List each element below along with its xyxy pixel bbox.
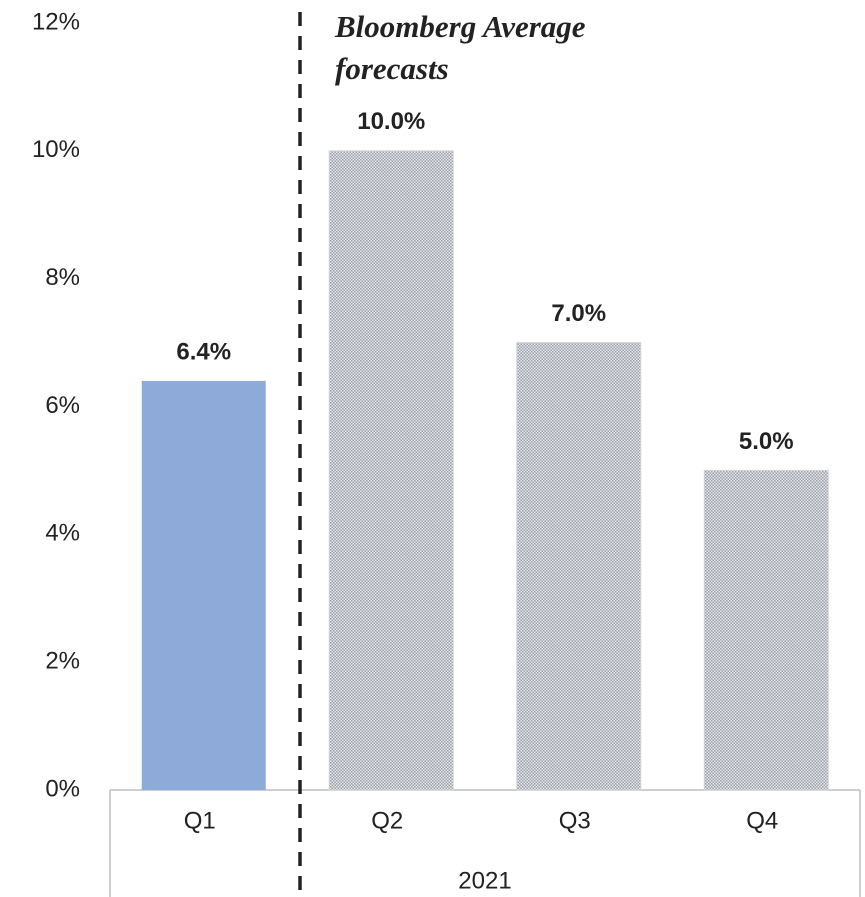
value-label: 7.0% [551,300,606,327]
value-label: 6.4% [176,338,231,365]
x-tick-label: Q1 [184,807,216,834]
y-tick-label: 0% [45,775,80,802]
y-tick-label: 12% [32,8,80,35]
y-tick-label: 8% [45,264,80,291]
bar [516,342,642,791]
bar [141,380,266,790]
bar [328,150,454,791]
x-tick-label: Q2 [371,807,403,834]
bar [703,469,829,791]
y-tick-label: 6% [45,392,80,419]
group-label: 2021 [458,867,511,894]
annotation: forecasts [335,51,449,86]
y-tick-label: 2% [45,648,80,675]
x-tick-label: Q4 [746,807,778,834]
value-label: 10.0% [357,108,425,135]
value-label: 5.0% [739,428,794,455]
y-tick-label: 10% [32,136,80,163]
x-tick-label: Q3 [559,807,591,834]
annotation: Bloomberg Average [334,9,586,44]
y-tick-label: 4% [45,520,80,547]
